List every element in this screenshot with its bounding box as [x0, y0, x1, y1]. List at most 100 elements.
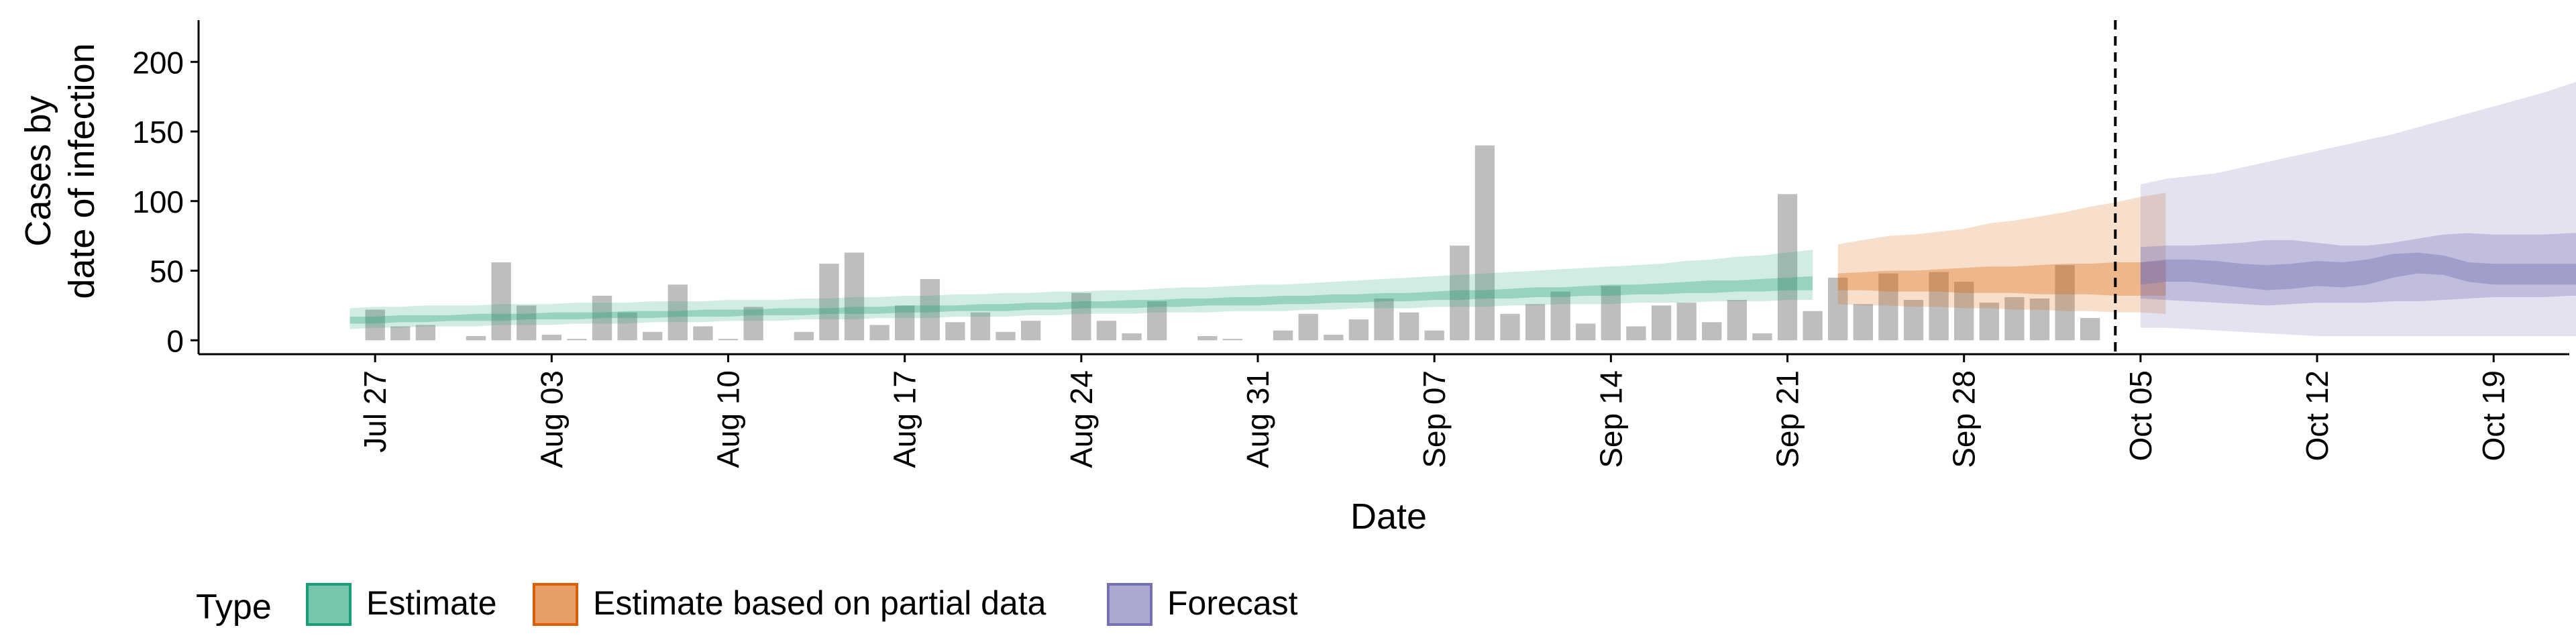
estimate-bands — [350, 82, 2576, 336]
case-bar — [466, 336, 486, 341]
case-bar — [1374, 299, 1394, 341]
y-tick-label: 200 — [132, 45, 184, 80]
x-tick-label: Aug 24 — [1064, 370, 1099, 468]
axes: 0 50 100 150 200 Jul 27 Aug 03 Aug 10 Aug 17 Aug … — [132, 20, 2569, 468]
case-bar — [2080, 318, 2100, 341]
case-bar — [1903, 300, 1924, 341]
case-bar — [718, 339, 739, 341]
case-bar — [1979, 303, 1999, 341]
case-bar — [844, 252, 865, 341]
x-tick-label: Sep 07 — [1417, 370, 1452, 468]
case-bar — [667, 284, 688, 341]
case-bar — [1576, 323, 1596, 341]
x-tick-label: Jul 27 — [358, 370, 392, 453]
legend-label: Estimate based on partial data — [593, 584, 1046, 622]
legend-key — [1107, 583, 1152, 626]
legend-key — [533, 583, 578, 626]
case-bar — [2004, 297, 2025, 341]
case-bar — [1197, 336, 1218, 341]
estimate-inner-band — [350, 276, 1813, 324]
y-tick-label: 100 — [132, 184, 184, 219]
case-bar — [1474, 145, 1495, 341]
case-bar — [1222, 339, 1243, 341]
estimate-based-on-partial-data-outer-band — [1837, 193, 2166, 314]
case-bar — [1752, 333, 1772, 341]
case-bar — [1626, 326, 1646, 341]
case-bar — [693, 326, 713, 341]
case-bar — [743, 307, 763, 341]
case-bar — [1727, 300, 1748, 341]
case-bar — [1122, 333, 1142, 341]
case-bar — [1878, 273, 1898, 341]
case-bar — [1324, 334, 1344, 341]
x-tick-label: Sep 28 — [1947, 370, 1982, 468]
case-bar — [1676, 303, 1697, 341]
legend-title: Type — [196, 588, 272, 627]
case-bar — [2055, 265, 2075, 341]
case-bar — [491, 262, 511, 341]
x-tick-label: Oct 05 — [2123, 370, 2158, 462]
case-bar — [567, 339, 587, 341]
case-bar — [1348, 319, 1369, 341]
case-bar — [895, 305, 915, 341]
y-axis-label-line1: Cases by — [18, 95, 58, 246]
case-bar — [517, 305, 537, 341]
case-bar — [945, 322, 965, 341]
y-tick-label: 150 — [132, 115, 184, 150]
case-bar — [390, 326, 411, 341]
case-bar — [592, 295, 612, 341]
case-bar — [1146, 301, 1167, 341]
case-bar — [1929, 272, 1949, 341]
y-tick-label: 0 — [166, 323, 184, 358]
case-bar — [1450, 246, 1470, 341]
case-bar — [1550, 291, 1570, 341]
case-bar — [617, 312, 637, 341]
estimate-outer-band — [350, 250, 1813, 329]
case-bar — [1777, 194, 1798, 341]
case-bar — [1828, 277, 1848, 341]
case-bar — [541, 334, 562, 341]
case-bar — [365, 309, 385, 341]
x-tick-label: Sep 14 — [1593, 370, 1628, 468]
case-bar — [2029, 299, 2050, 341]
legend-label: Estimate — [366, 584, 497, 622]
case-bar — [819, 264, 839, 341]
case-bar — [1020, 321, 1041, 341]
case-bar — [1399, 312, 1419, 341]
case-bar — [1702, 322, 1722, 341]
x-tick-label: Sep 21 — [1770, 370, 1805, 468]
legend-key — [306, 583, 352, 626]
case-bar — [415, 325, 436, 341]
x-axis-label: Date — [1350, 496, 1427, 537]
y-tick-label: 50 — [150, 254, 184, 289]
y-axis-label-line2: date of infection — [62, 43, 102, 299]
case-bar — [1954, 282, 1974, 341]
x-tick-label: Aug 03 — [534, 370, 569, 468]
case-bar — [869, 325, 890, 341]
forecast-core-band — [2140, 252, 2576, 290]
legend-label: Forecast — [1167, 584, 1298, 622]
case-bar — [643, 331, 663, 341]
case-bar — [1096, 321, 1117, 341]
case-bar — [1273, 330, 1293, 341]
case-bar — [1525, 304, 1546, 341]
forecast-inner-band — [2140, 233, 2576, 306]
forecast-outer-band — [2140, 82, 2576, 336]
case-bar — [1853, 304, 1873, 341]
case-bar — [794, 331, 814, 341]
case-bar — [1803, 311, 1823, 341]
x-tick-label: Aug 17 — [888, 370, 922, 468]
x-tick-label: Aug 31 — [1240, 370, 1275, 468]
case-bar — [996, 331, 1016, 341]
case-bars — [365, 145, 2100, 341]
x-tick-label: Aug 10 — [711, 370, 746, 468]
x-tick-label: Oct 12 — [2300, 370, 2334, 462]
legend: Type Estimate Estimate based on partial d… — [196, 583, 1298, 627]
case-bar — [1500, 313, 1520, 341]
case-bar — [920, 278, 940, 341]
case-bar — [970, 312, 991, 341]
case-bar — [1424, 330, 1444, 341]
case-bar — [1298, 313, 1318, 341]
case-bar — [1071, 292, 1091, 341]
